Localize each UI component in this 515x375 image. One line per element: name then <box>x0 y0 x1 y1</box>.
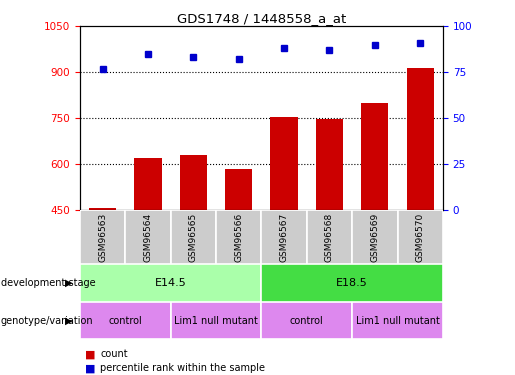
Text: GSM96569: GSM96569 <box>370 213 380 262</box>
Bar <box>261 210 307 264</box>
Bar <box>80 264 261 302</box>
Bar <box>125 210 170 264</box>
Bar <box>216 210 261 264</box>
Text: control: control <box>290 316 323 326</box>
Bar <box>361 103 388 348</box>
Text: GSM96566: GSM96566 <box>234 213 243 262</box>
Text: Lim1 null mutant: Lim1 null mutant <box>355 316 439 326</box>
Bar <box>180 155 207 348</box>
Bar <box>261 302 352 339</box>
Bar <box>80 302 170 339</box>
Text: GSM96570: GSM96570 <box>416 213 425 262</box>
Text: GSM96564: GSM96564 <box>143 213 152 262</box>
Bar <box>352 302 443 339</box>
Text: development stage: development stage <box>1 278 95 288</box>
Bar <box>225 169 252 348</box>
Bar <box>170 302 261 339</box>
Text: genotype/variation: genotype/variation <box>1 316 93 326</box>
Text: GSM96563: GSM96563 <box>98 213 107 262</box>
Bar <box>398 210 443 264</box>
Text: control: control <box>108 316 142 326</box>
Text: ■: ■ <box>85 350 95 359</box>
Text: GSM96565: GSM96565 <box>189 213 198 262</box>
Text: E18.5: E18.5 <box>336 278 368 288</box>
Bar <box>261 264 443 302</box>
Bar <box>170 210 216 264</box>
Bar <box>307 210 352 264</box>
Title: GDS1748 / 1448558_a_at: GDS1748 / 1448558_a_at <box>177 12 346 25</box>
Bar <box>352 210 398 264</box>
Text: GSM96568: GSM96568 <box>325 213 334 262</box>
Text: E14.5: E14.5 <box>154 278 186 288</box>
Text: percentile rank within the sample: percentile rank within the sample <box>100 363 265 373</box>
Bar <box>134 158 162 348</box>
Bar <box>89 207 116 348</box>
Text: ▶: ▶ <box>65 278 72 288</box>
Text: ▶: ▶ <box>65 316 72 326</box>
Bar <box>80 210 125 264</box>
Bar <box>406 68 434 348</box>
Text: GSM96567: GSM96567 <box>280 213 288 262</box>
Text: count: count <box>100 350 128 359</box>
Bar <box>270 117 298 348</box>
Bar <box>316 119 343 348</box>
Text: ■: ■ <box>85 363 95 373</box>
Text: Lim1 null mutant: Lim1 null mutant <box>174 316 258 326</box>
